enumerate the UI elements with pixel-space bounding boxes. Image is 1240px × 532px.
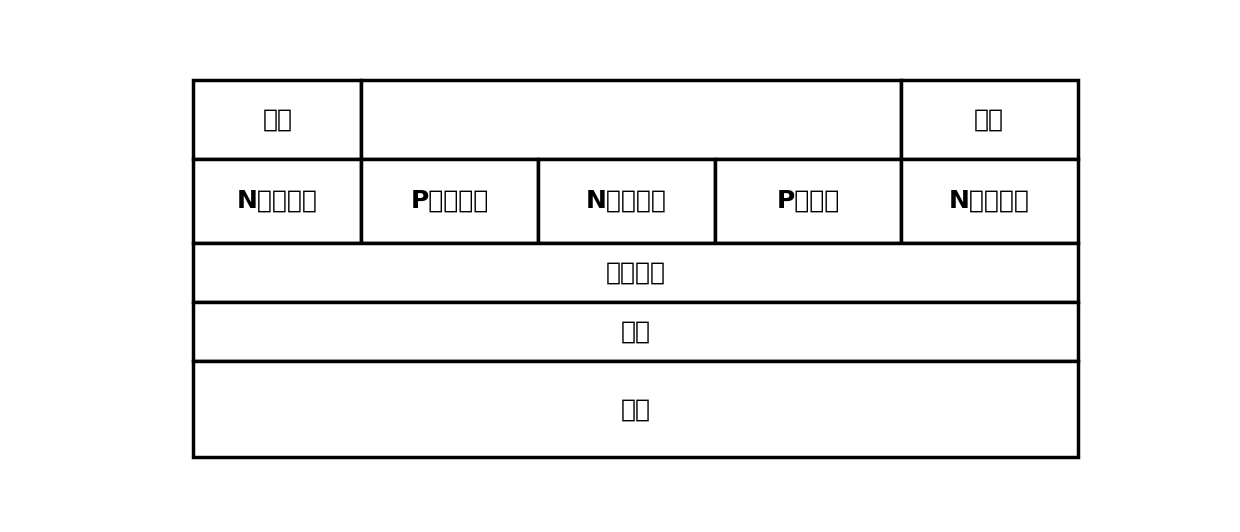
Text: P有源层: P有源层 — [776, 189, 839, 213]
FancyBboxPatch shape — [361, 80, 900, 159]
FancyBboxPatch shape — [193, 243, 1078, 302]
FancyBboxPatch shape — [900, 80, 1078, 159]
Text: 栅介质层: 栅介质层 — [605, 261, 666, 285]
Text: N型有源层: N型有源层 — [587, 189, 667, 213]
Text: 源极: 源极 — [263, 107, 293, 131]
Text: N型有源层: N型有源层 — [237, 189, 317, 213]
FancyBboxPatch shape — [193, 302, 1078, 361]
FancyBboxPatch shape — [193, 159, 361, 243]
FancyBboxPatch shape — [538, 159, 715, 243]
FancyBboxPatch shape — [900, 159, 1078, 243]
Text: P型有源层: P型有源层 — [410, 189, 489, 213]
FancyBboxPatch shape — [715, 159, 900, 243]
FancyBboxPatch shape — [361, 159, 538, 243]
Text: 栅极: 栅极 — [620, 320, 651, 344]
Text: 衬底: 衬底 — [620, 397, 651, 421]
Text: N型有源层: N型有源层 — [949, 189, 1029, 213]
FancyBboxPatch shape — [193, 361, 1078, 458]
Text: 漏极: 漏极 — [975, 107, 1004, 131]
FancyBboxPatch shape — [193, 80, 361, 159]
